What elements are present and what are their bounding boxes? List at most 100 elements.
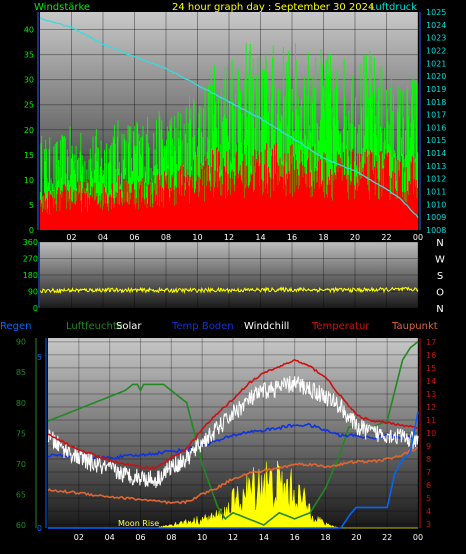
chart1-x-tick: 08 bbox=[161, 233, 171, 242]
chart1-right-tick: 1011 bbox=[426, 188, 446, 197]
chart3-x-tick: 14 bbox=[259, 533, 269, 542]
chart3-humidity-tick: 70 bbox=[16, 460, 26, 469]
chart3-humidity-tick: 90 bbox=[16, 338, 26, 347]
chart3-humidity-tick: 85 bbox=[16, 368, 26, 377]
chart1-x-tick: 16 bbox=[287, 233, 297, 242]
chart1-x-tick: 00 bbox=[413, 233, 423, 242]
chart2-direction-label: O bbox=[436, 288, 444, 299]
legend-windchill: Windchill bbox=[244, 321, 289, 332]
temp-boden-line bbox=[47, 422, 419, 460]
chart1-right-tick: 1020 bbox=[426, 72, 446, 81]
moon-rise-annotation: Moon Rise bbox=[118, 519, 159, 528]
chart3-x-tick: 00 bbox=[413, 533, 423, 542]
chart3-humidity-tick: 80 bbox=[16, 399, 26, 408]
chart2-direction-label: N bbox=[436, 304, 443, 315]
regen-line bbox=[48, 411, 419, 529]
chart2-left-tick: 0 bbox=[33, 304, 38, 313]
pressure-line bbox=[39, 17, 419, 218]
chart1-x-tick: 02 bbox=[66, 233, 76, 242]
legend-regen: Regen bbox=[0, 321, 32, 332]
chart1-left-tick: 5 bbox=[29, 201, 34, 210]
chart3-right-tick: 17 bbox=[426, 338, 436, 347]
chart1-x-tick: 06 bbox=[129, 233, 139, 242]
chart2-series bbox=[39, 286, 419, 295]
chart3-humidity-tick: 60 bbox=[16, 521, 26, 530]
chart3-series bbox=[47, 341, 419, 529]
chart3-right-tick: 9 bbox=[426, 442, 431, 451]
chart1-right-tick: 1016 bbox=[426, 123, 446, 132]
wind-direction-line bbox=[39, 286, 419, 295]
chart3-right-tick: 6 bbox=[426, 481, 431, 490]
chart1-x-tick: 04 bbox=[98, 233, 108, 242]
legend-solar: Solar bbox=[116, 321, 142, 332]
chart-title: 24 hour graph day : September 30 2024 bbox=[172, 2, 374, 13]
chart1-left-tick: 20 bbox=[24, 126, 34, 135]
chart1-left-tick: 15 bbox=[24, 151, 34, 160]
chart3-right-tick: 5 bbox=[426, 494, 431, 503]
chart1-x-tick: 22 bbox=[381, 233, 391, 242]
chart3-right-tick: 10 bbox=[426, 429, 436, 438]
chart2-left-tick: 90 bbox=[28, 288, 38, 297]
chart3-x-tick: 10 bbox=[197, 533, 207, 542]
chart1-x-tick: 12 bbox=[224, 233, 234, 242]
chart1-right-tick: 1010 bbox=[426, 200, 446, 209]
chart3-legend: Regen Luftfeuchte Solar Temp Boden Windc… bbox=[0, 321, 438, 332]
chart3-x-tick: 22 bbox=[382, 533, 392, 542]
chart2-plot-area bbox=[40, 242, 418, 308]
chart3-right-tick: 8 bbox=[426, 455, 431, 464]
chart3-x-tick: 20 bbox=[351, 533, 361, 542]
chart3-x-tick: 16 bbox=[290, 533, 300, 542]
legend-temp-boden: Temp Boden bbox=[171, 321, 234, 332]
chart3-rain-tick: 0 bbox=[37, 524, 42, 533]
chart1-right-tick: 1024 bbox=[426, 21, 446, 30]
legend-taupunkt: Taupunkt bbox=[391, 321, 438, 332]
chart1-right-tick: 1021 bbox=[426, 59, 446, 68]
chart1-left-tick: 10 bbox=[24, 176, 34, 185]
chart1-right-tick: 1018 bbox=[426, 98, 446, 107]
chart1-right-tick: 1012 bbox=[426, 175, 446, 184]
chart1-left-tick: 0 bbox=[29, 226, 34, 235]
chart1-x-tick: 14 bbox=[255, 233, 265, 242]
chart1-series bbox=[39, 17, 419, 230]
chart1-right-tick: 1017 bbox=[426, 111, 446, 120]
chart3-x-tick: 04 bbox=[105, 533, 115, 542]
chart1-left-tick: 35 bbox=[24, 51, 34, 60]
chart2-left-tick: 270 bbox=[23, 255, 38, 264]
chart2-left-tick: 360 bbox=[23, 238, 38, 247]
chart1-right-tick: 1014 bbox=[426, 149, 446, 158]
chart1-left-tick: 25 bbox=[24, 101, 34, 110]
legend-luftfeuchte: Luftfeuchte bbox=[66, 321, 123, 332]
chart2-direction-label: S bbox=[437, 271, 443, 282]
chart2-left-tick: 180 bbox=[23, 271, 38, 280]
chart1-right-tick: 1009 bbox=[426, 213, 446, 222]
chart1-right-tick: 1022 bbox=[426, 46, 446, 55]
windchill-line bbox=[47, 376, 419, 489]
chart1-right-tick: 1023 bbox=[426, 34, 446, 43]
chart1-right-tick: 1013 bbox=[426, 162, 446, 171]
wind-axis-title: Windstärke bbox=[34, 2, 90, 13]
chart3-right-tick: 3 bbox=[426, 520, 431, 529]
chart3-right-tick: 12 bbox=[426, 403, 436, 412]
pressure-axis-title: Luftdruck bbox=[370, 2, 417, 13]
chart3-x-tick: 08 bbox=[166, 533, 176, 542]
chart1-x-tick: 10 bbox=[192, 233, 202, 242]
chart3-right-tick: 15 bbox=[426, 364, 436, 373]
axes: 0510152025303540100810091010101110121013… bbox=[16, 8, 447, 542]
chart2-direction-label: W bbox=[435, 255, 445, 266]
chart3-x-tick: 12 bbox=[228, 533, 238, 542]
chart3-x-tick: 02 bbox=[74, 533, 84, 542]
chart3-humidity-tick: 75 bbox=[16, 429, 26, 438]
legend-temperatur: Temperatur bbox=[311, 321, 370, 332]
chart3-right-tick: 14 bbox=[426, 377, 436, 386]
chart3-right-tick: 11 bbox=[426, 416, 436, 425]
taupunkt-line bbox=[47, 446, 419, 505]
chart1-x-tick: 20 bbox=[350, 233, 360, 242]
chart3-right-tick: 13 bbox=[426, 390, 436, 399]
chart3-right-tick: 16 bbox=[426, 351, 436, 360]
chart3-rain-tick: 5 bbox=[37, 353, 42, 362]
chart3-x-tick: 18 bbox=[320, 533, 330, 542]
chart1-right-tick: 1015 bbox=[426, 136, 446, 145]
chart1-right-tick: 1019 bbox=[426, 85, 446, 94]
